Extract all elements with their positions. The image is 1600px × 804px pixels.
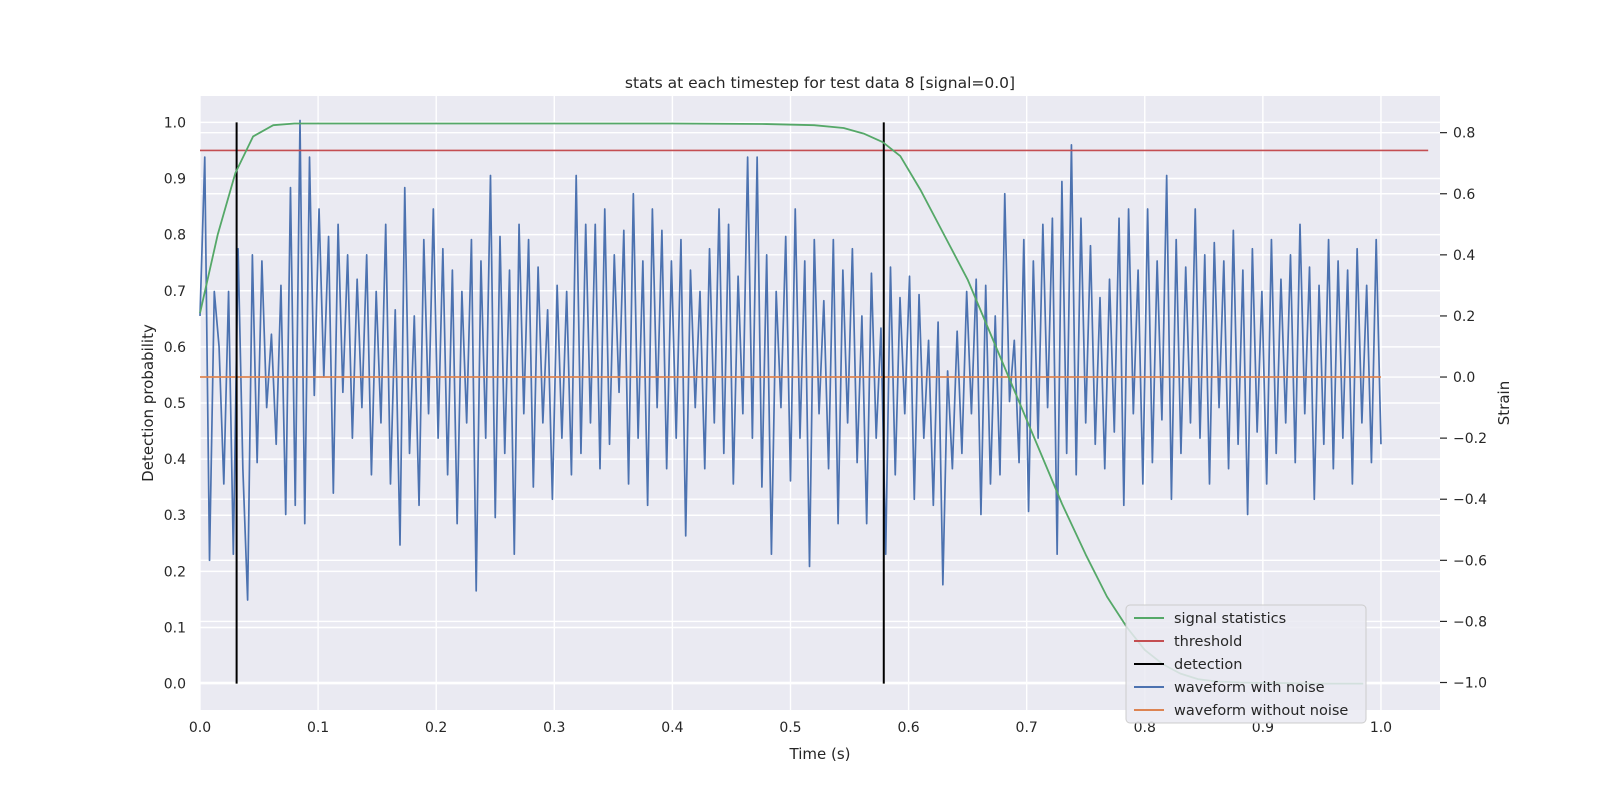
x-tick-label: 1.0 xyxy=(1370,720,1392,736)
x-tick-label: 0.7 xyxy=(1016,720,1038,736)
right-tick-label: −0.2 xyxy=(1453,431,1487,447)
x-tick-label: 0.0 xyxy=(189,720,211,736)
x-tick-label: 0.2 xyxy=(425,720,447,736)
left-tick-label: 0.9 xyxy=(164,172,186,188)
left-tick-label: 0.2 xyxy=(164,564,186,580)
right-tick-label: −1.0 xyxy=(1453,676,1487,692)
left-tick-label: 0.8 xyxy=(164,228,186,244)
x-tick-label: 0.6 xyxy=(897,720,919,736)
left-tick-label: 0.0 xyxy=(164,677,186,693)
legend-box xyxy=(1125,604,1367,724)
right-tick-label: −0.4 xyxy=(1453,492,1487,508)
left-tick-labels: 0.0 0.1 0.2 0.3 0.4 0.5 0.6 0.7 0.8 0.9 1.0 xyxy=(164,115,186,692)
left-tick-label: 0.1 xyxy=(164,620,186,636)
right-tick-label: 0.8 xyxy=(1453,126,1475,142)
legend-label: threshold xyxy=(1174,634,1242,650)
left-tick-label: 0.6 xyxy=(164,340,186,356)
legend-label: detection xyxy=(1174,657,1242,673)
series-line-waveform-with-noise xyxy=(199,119,1382,601)
legend-label: signal statistics xyxy=(1174,611,1286,627)
y-axis-label-left: Detection probability xyxy=(139,324,157,482)
x-tick-label: 0.4 xyxy=(661,720,683,736)
legend-label: waveform without noise xyxy=(1174,703,1348,719)
right-tick-label: 0.2 xyxy=(1453,309,1475,325)
x-axis-label: Time (s) xyxy=(789,745,851,763)
left-tick-label: 0.3 xyxy=(164,508,186,524)
left-tick-label: 0.7 xyxy=(164,284,186,300)
right-tick-label: −0.8 xyxy=(1453,614,1487,630)
x-tick-label: 0.1 xyxy=(307,720,329,736)
x-tick-labels: 0.0 0.1 0.2 0.3 0.4 0.5 0.6 0.7 0.8 0.9 1.0 xyxy=(189,720,1392,736)
y-axis-label-right: Strain xyxy=(1495,381,1513,425)
left-tick-label: 0.5 xyxy=(164,396,186,412)
right-tick-label: 0.0 xyxy=(1453,370,1475,386)
right-tick-labels: −1.0 −0.8 −0.6 −0.4 −0.2 0.0 0.2 0.4 0.6 0.8 xyxy=(1440,126,1487,692)
left-tick-label: 1.0 xyxy=(164,115,186,131)
legend-label: waveform with noise xyxy=(1174,680,1325,696)
x-tick-label: 0.3 xyxy=(543,720,565,736)
right-tick-label: 0.6 xyxy=(1453,187,1475,203)
left-tick-label: 0.4 xyxy=(164,452,186,468)
x-tick-label: 0.5 xyxy=(779,720,801,736)
legend: signal statistics threshold detection wavef… xyxy=(1125,604,1367,724)
right-tick-label: 0.4 xyxy=(1453,248,1475,264)
x-tick-label: 0.9 xyxy=(1252,720,1274,736)
x-tick-label: 0.8 xyxy=(1134,720,1156,736)
right-tick-label: −0.6 xyxy=(1453,553,1487,569)
chart-title: stats at each timestep for test data 8 [… xyxy=(625,74,1015,92)
